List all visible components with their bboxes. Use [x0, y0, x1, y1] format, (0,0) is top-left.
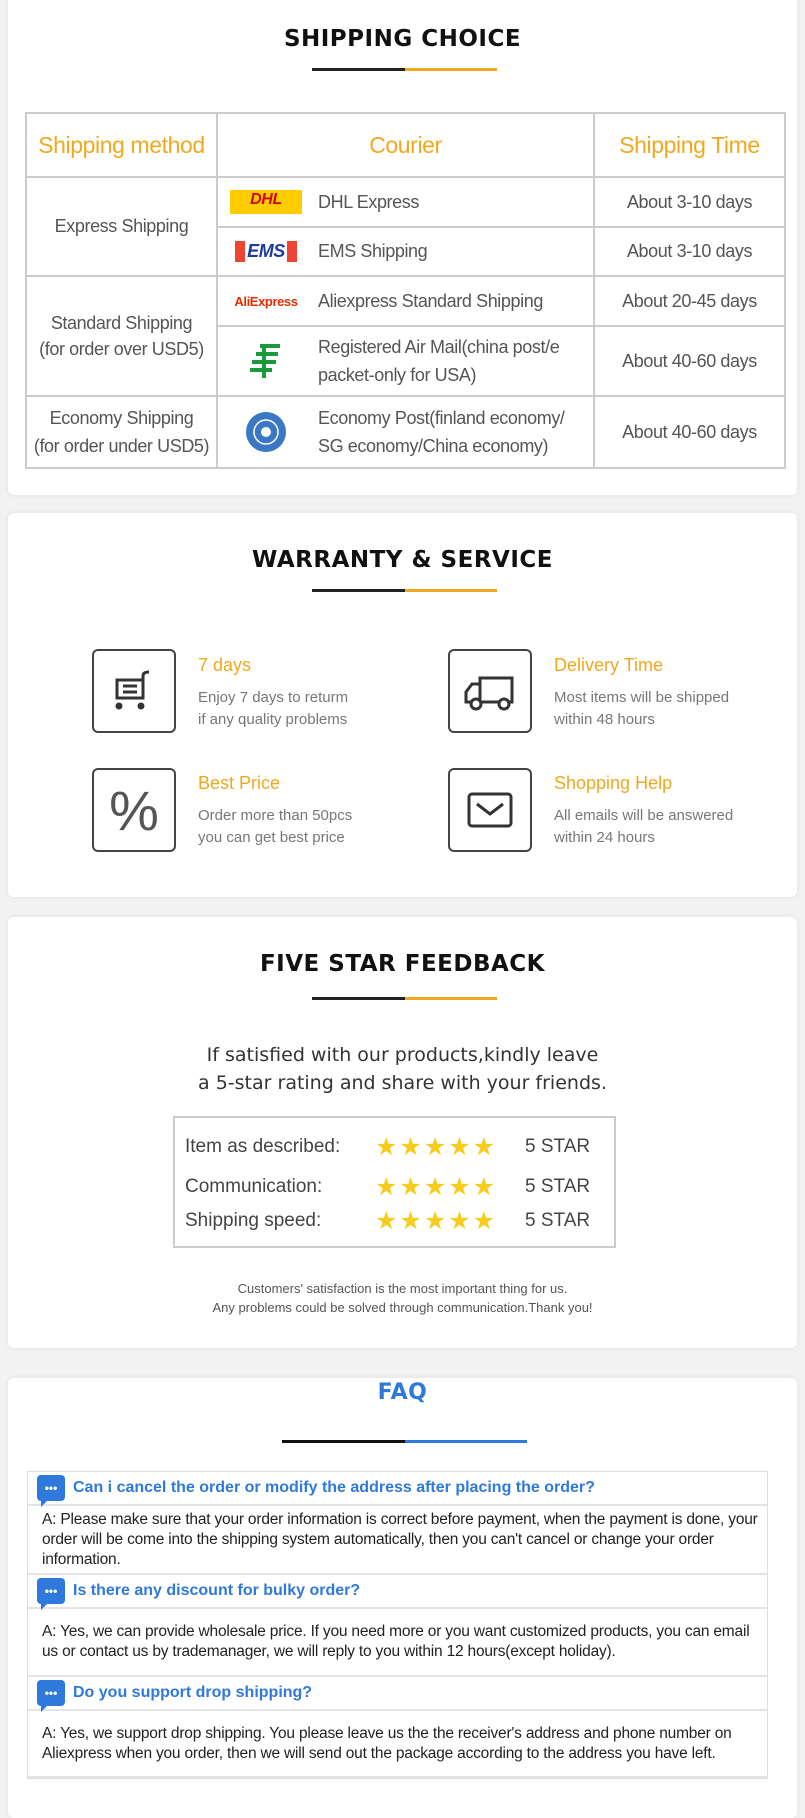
courier-name: EMS Shipping [318, 241, 428, 261]
feedback-card: FIVE STAR FEEDBACK If satisfied with our… [8, 917, 797, 1348]
rating-row: Item as described: ★★★★★ 5 STAR [185, 1133, 591, 1161]
courier-name: Registered Air Mail(china post/e packet-… [318, 337, 560, 385]
header-time: Shipping Time [593, 112, 786, 178]
shipping-table: Shipping method Courier Shipping Time Expr… [25, 112, 786, 469]
courier-name: DHL Express [318, 191, 419, 212]
courier-name: Aliexpress Standard Shipping [318, 290, 543, 311]
warranty-item-desc: Most items will be shipped within 48 hour… [554, 689, 730, 728]
shipping-time: About 3-10 days [593, 226, 786, 277]
faq-answer: A: Yes, we can provide wholesale price. … [28, 1609, 767, 1677]
faq-answer: A: Yes, we support drop shipping. You pl… [28, 1711, 767, 1778]
header-method: Shipping method [25, 112, 218, 178]
un-emblem-icon [228, 410, 304, 454]
star-icons: ★★★★★ [375, 1207, 498, 1235]
courier-name: Economy Post(finland economy/ SG economy… [318, 408, 565, 456]
warranty-card: WARRANTY & SERVICE 7 days Enjoy 7 days t… [8, 513, 797, 897]
aliexpress-logo: AliExpress [234, 293, 298, 309]
faq-question[interactable]: ••• Can i cancel the order or modify the … [28, 1472, 767, 1507]
cart-icon [92, 649, 176, 733]
warranty-item-title: Best Price [198, 773, 281, 793]
feedback-note: Customers' satisfaction is the most impo… [212, 1281, 593, 1315]
chat-bubble-icon: ••• [37, 1680, 65, 1712]
rating-box: Item as described: ★★★★★ 5 STAR Communicat… [173, 1116, 616, 1248]
percent-icon: % [92, 768, 176, 852]
shipping-time: About 40-60 days [593, 395, 786, 469]
star-icons: ★★★★★ [375, 1173, 498, 1201]
warranty-item-desc: Enjoy 7 days to returm if any quality pro… [198, 689, 349, 728]
feedback-intro: If satisfied with our products,kindly le… [198, 1044, 607, 1094]
faq-question[interactable]: ••• Is there any discount for bulky order… [28, 1575, 767, 1610]
method-economy: Economy Shipping (for order under USD5) [25, 395, 218, 469]
warranty-item-title: Delivery Time [554, 655, 664, 675]
shipping-time: About 40-60 days [593, 325, 786, 397]
rating-row: Communication: ★★★★★ 5 STAR [185, 1173, 591, 1201]
warranty-item-title: Shopping Help [554, 773, 673, 793]
chat-bubble-icon: ••• [37, 1475, 65, 1507]
warranty-item-desc: Order more than 50pcs you can get best pr… [198, 807, 353, 846]
chat-bubble-icon: ••• [37, 1578, 65, 1610]
faq-question[interactable]: ••• Do you support drop shipping? [28, 1677, 767, 1712]
truck-icon [448, 649, 532, 733]
title-underline [312, 589, 497, 592]
faq-card [8, 1378, 797, 1818]
shipping-time: About 3-10 days [593, 176, 786, 228]
ems-logo: EMS [228, 241, 304, 262]
method-express: Express Shipping [25, 176, 218, 277]
dhl-logo: DHL [228, 190, 304, 214]
rating-row: Shipping speed: ★★★★★ 5 STAR [185, 1207, 591, 1235]
warranty-item-desc: All emails will be answered within 24 hou… [554, 807, 734, 846]
title-underline [312, 997, 497, 1000]
faq-answer: A: Please make sure that your order info… [28, 1506, 767, 1575]
shipping-card: SHIPPING CHOICE Shipping method Courier Sh… [8, 0, 797, 495]
mail-icon [448, 768, 532, 852]
feedback-title: FIVE STAR FEEDBACK [259, 951, 546, 977]
warranty-item-title: 7 days [198, 655, 252, 675]
faq-list: ••• Can i cancel the order or modify the … [27, 1471, 768, 1779]
warranty-title: WARRANTY & SERVICE [252, 547, 553, 573]
china-post-icon [228, 342, 304, 380]
title-underline [282, 1440, 527, 1443]
shipping-title: SHIPPING CHOICE [283, 26, 522, 52]
header-courier: Courier [216, 112, 595, 178]
faq-title: FAQ [377, 1380, 428, 1405]
method-standard: Standard Shipping (for order over USD5) [25, 275, 218, 397]
star-icons: ★★★★★ [375, 1133, 498, 1161]
title-underline [312, 68, 497, 71]
shipping-time: About 20-45 days [593, 275, 786, 327]
